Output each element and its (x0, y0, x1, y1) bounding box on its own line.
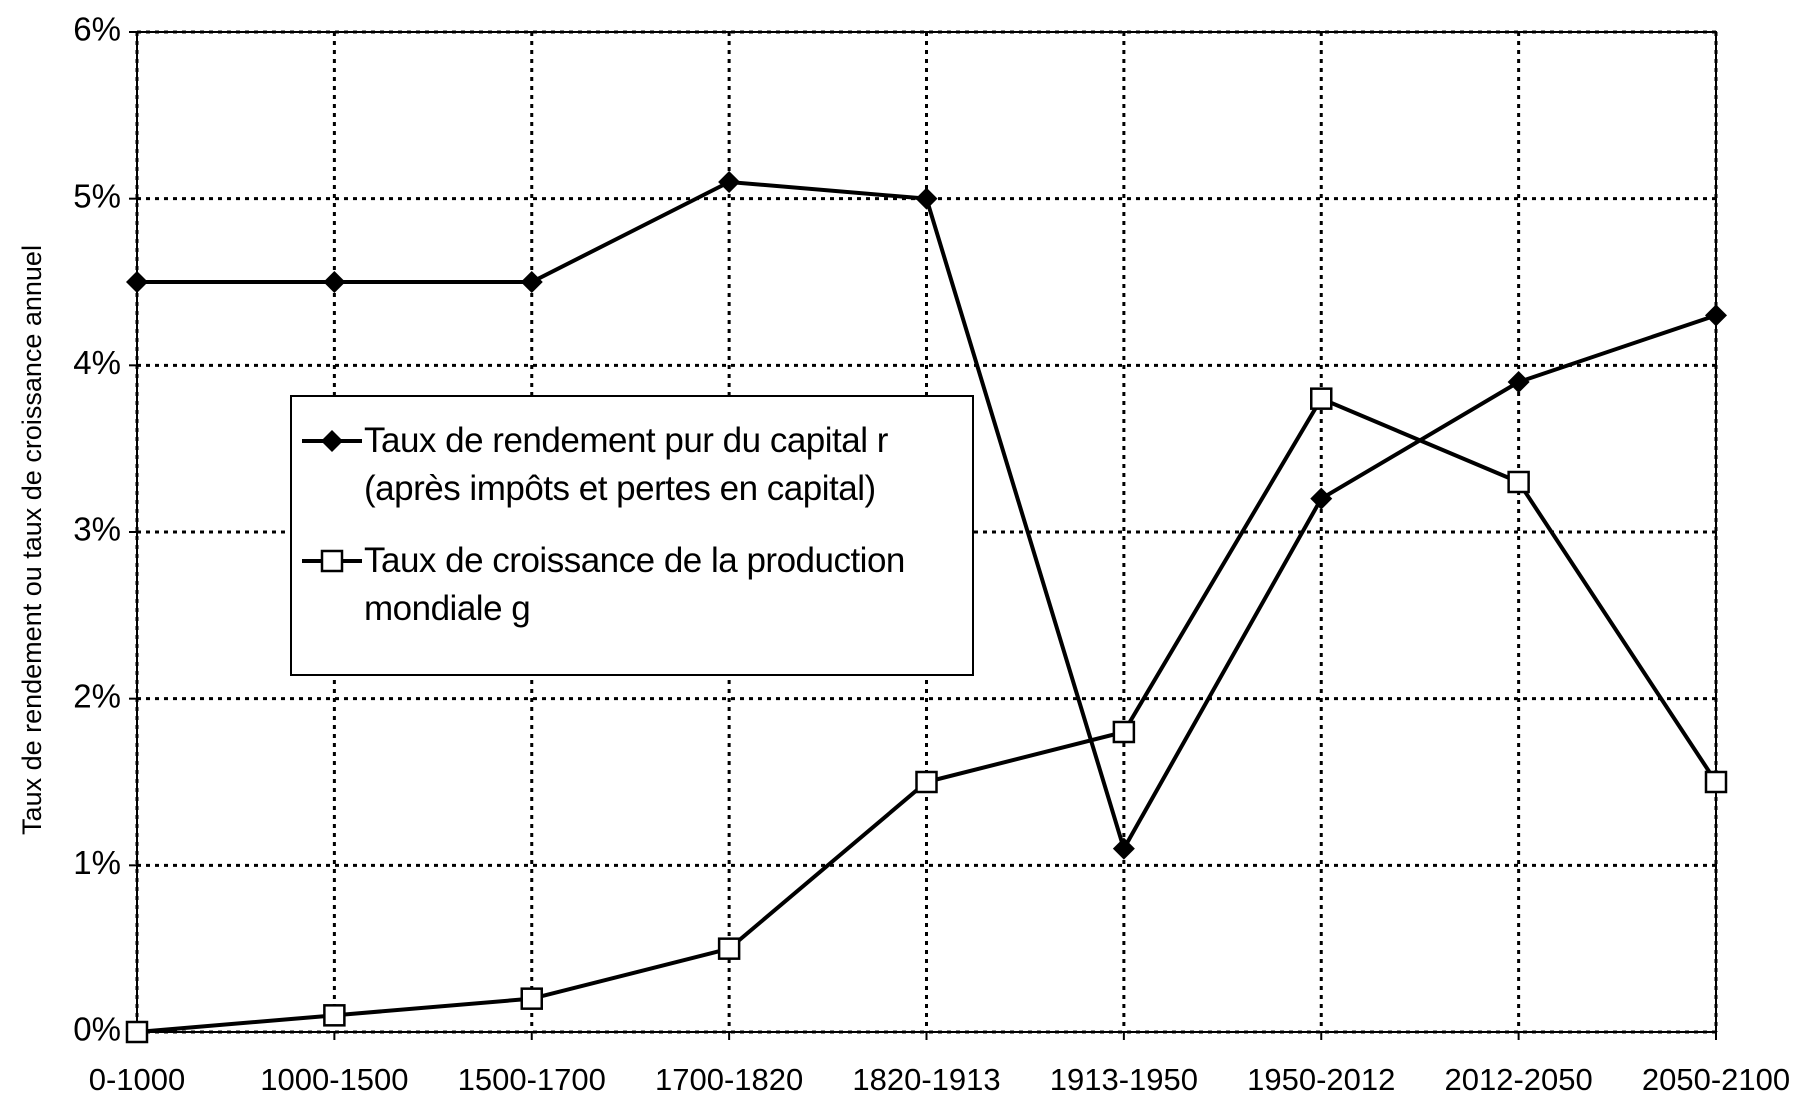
legend-marker (320, 549, 344, 573)
plot-border (136, 31, 1717, 1033)
y-tick-label: 5% (73, 177, 121, 214)
y-tick-label: 1% (73, 844, 121, 881)
x-tick-label: 1500-1700 (458, 1062, 606, 1097)
legend: Taux de rendement pur du capital r (aprè… (290, 395, 974, 676)
data-point (1507, 470, 1530, 494)
legend-label: Taux de croissance de la production mond… (364, 541, 905, 628)
x-tick-label: 1820-1913 (852, 1062, 1000, 1097)
x-tick-label: 1913-1950 (1050, 1062, 1198, 1097)
data-point (1705, 304, 1727, 327)
data-point (717, 937, 741, 960)
data-point (915, 187, 938, 210)
legend-marker (321, 430, 343, 452)
legend-entry: Taux de croissance de la production mond… (300, 537, 954, 633)
legend-swatch (302, 430, 362, 452)
data-point (323, 271, 346, 293)
data-point (1112, 720, 1136, 744)
y-tick-label: 6% (73, 11, 121, 48)
x-tick-label: 1950-2012 (1247, 1062, 1395, 1097)
y-tick-label: 0% (73, 1011, 121, 1048)
legend-label: Taux de rendement pur du capital r (aprè… (364, 421, 888, 508)
data-point (718, 171, 741, 193)
x-tick-label: 2050-2100 (1642, 1062, 1790, 1097)
y-tick-label: 4% (73, 344, 121, 381)
data-point (520, 271, 543, 293)
data-point (125, 1020, 149, 1044)
x-tick-label: 0-1000 (89, 1062, 186, 1097)
x-tick-label: 2012-2050 (1445, 1062, 1593, 1097)
legend-swatch (302, 549, 362, 573)
y-axis-label: Taux de rendement ou taux de croissance … (17, 245, 47, 835)
x-tick-label: 1700-1820 (655, 1062, 803, 1097)
data-point (323, 1004, 346, 1027)
y-tick-label: 2% (73, 677, 121, 714)
data-point (1310, 487, 1333, 510)
data-point (915, 770, 938, 794)
legend-entry: Taux de rendement pur du capital r (aprè… (300, 417, 954, 513)
data-point (1704, 770, 1728, 794)
data-point (126, 271, 148, 293)
x-tick-label: 1000-1500 (260, 1062, 408, 1097)
data-point (1507, 371, 1530, 393)
y-tick-label: 3% (73, 511, 121, 548)
data-point (1310, 387, 1333, 410)
data-point (520, 987, 543, 1010)
data-point (1112, 837, 1135, 860)
